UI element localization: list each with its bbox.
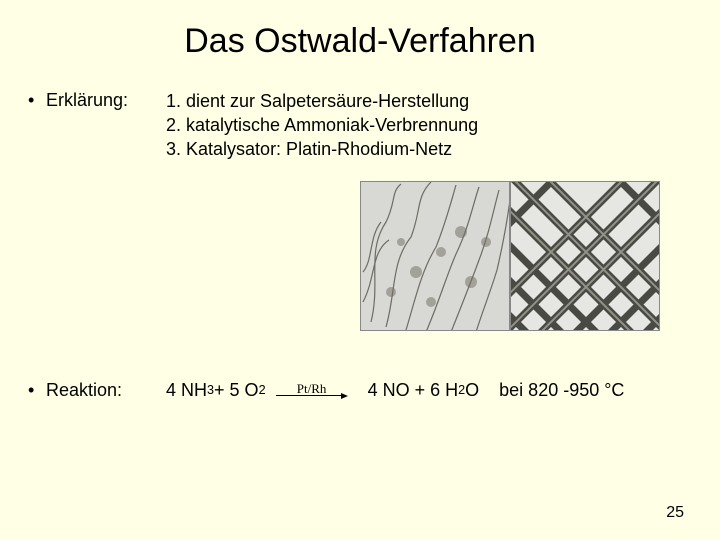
reaction-conditions: bei 820 -950 °C — [499, 380, 624, 401]
reaction-row: • Reaktion: 4 NH3 + 5 O2 Pt/Rh 4 NO + 6 … — [0, 379, 720, 401]
catalyst-micrograph-left — [360, 181, 510, 331]
explanation-line-3: 3. Katalysator: Platin-Rhodium-Netz — [166, 137, 478, 161]
reactant-2-sub: 2 — [259, 383, 266, 397]
reaction-plus: + 5 O — [214, 380, 259, 401]
explanation-label: Erklärung: — [46, 89, 166, 111]
catalyst-mesh-right — [510, 181, 660, 331]
product-tail: O — [465, 380, 479, 401]
reaction-label: Reaktion: — [46, 379, 166, 401]
product-sub: 2 — [458, 383, 465, 397]
page-number: 25 — [666, 504, 684, 522]
product-text: 4 NO + 6 H — [368, 380, 459, 401]
slide-title: Das Ostwald-Verfahren — [0, 0, 720, 89]
arrow-shaft-icon — [276, 395, 341, 396]
explanation-line-1: 1. dient zur Salpetersäure-Herstellung — [166, 89, 478, 113]
reactant-1-coef: 4 NH — [166, 380, 207, 401]
reaction-equation: 4 NH3 + 5 O2 Pt/Rh 4 NO + 6 H2O bei 820 … — [166, 380, 624, 401]
arrow-head-icon — [341, 393, 348, 399]
explanation-content: 1. dient zur Salpetersäure-Herstellung 2… — [166, 89, 478, 161]
explanation-row: • Erklärung: 1. dient zur Salpetersäure-… — [0, 89, 720, 161]
bullet-icon: • — [28, 379, 46, 401]
reaction-arrow: Pt/Rh — [276, 382, 348, 399]
reactant-1-sub: 3 — [207, 383, 214, 397]
image-row — [0, 181, 720, 331]
bullet-icon: • — [28, 89, 46, 111]
explanation-line-2: 2. katalytische Ammoniak-Verbrennung — [166, 113, 478, 137]
